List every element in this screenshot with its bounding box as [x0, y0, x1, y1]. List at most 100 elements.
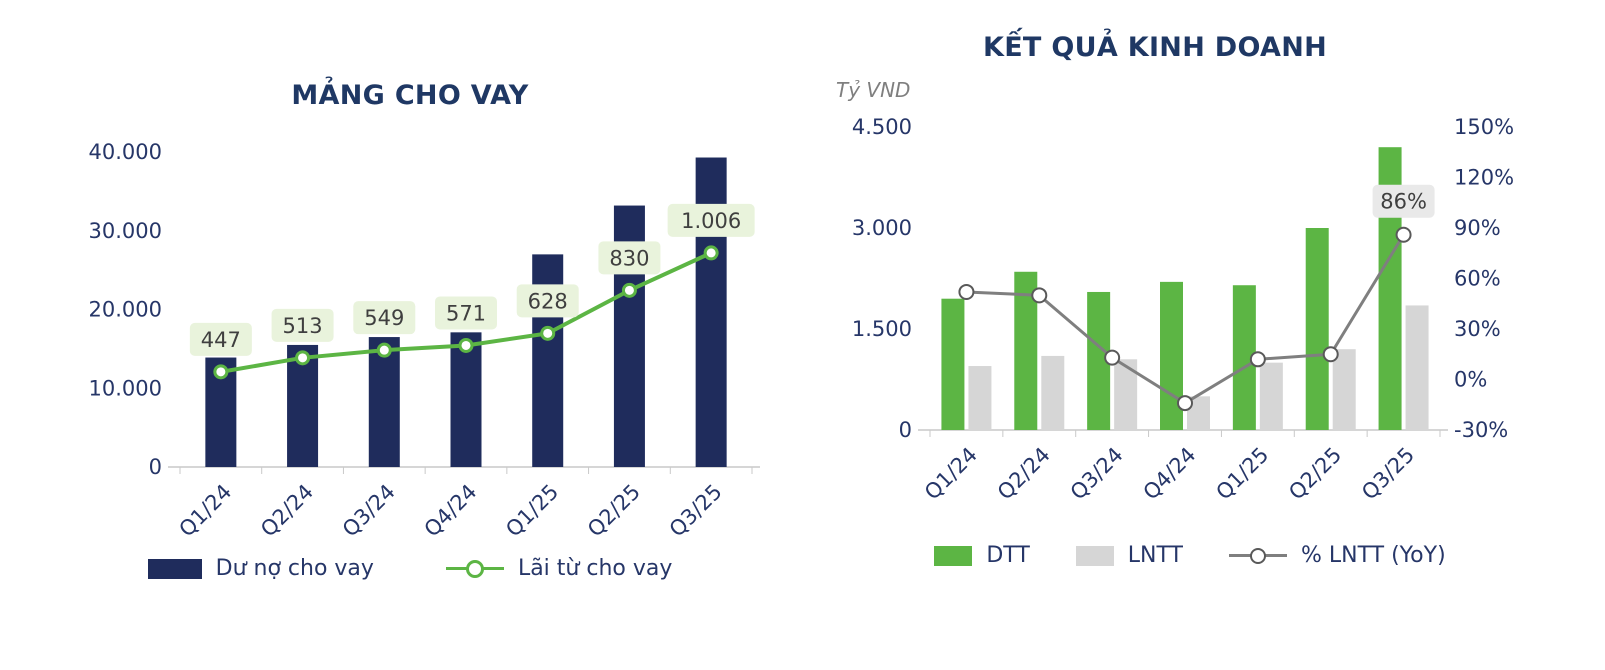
bar-lntt — [1332, 349, 1356, 430]
loan-interest-line-swatch — [445, 559, 504, 579]
axis-unit-label: Tỷ VND — [836, 78, 911, 102]
x-axis-category-label: Q4/24 — [420, 480, 482, 542]
dtt-label: DTT — [986, 543, 1030, 568]
lntt-yoy-label: % LNTT (YoY) — [1300, 543, 1446, 568]
data-label: 571 — [446, 301, 486, 325]
data-label: 628 — [528, 289, 568, 313]
bar-dtt — [1087, 291, 1111, 430]
data-label: 447 — [201, 328, 241, 352]
x-axis-category-label: Q1/25 — [501, 480, 563, 542]
data-label-box — [667, 203, 755, 237]
data-label-box — [189, 322, 252, 356]
y-axis-tick-label: 0 — [149, 455, 162, 479]
data-label-box — [516, 284, 579, 318]
bar-d-n-cho-vay — [450, 332, 482, 467]
x-axis-category-label: Q1/24 — [920, 443, 982, 505]
legend-item-loan-interest: Lãi từ cho vay — [445, 556, 673, 581]
lntt-label: LNTT — [1127, 543, 1183, 568]
line-marker — [376, 342, 392, 358]
data-label-box — [598, 241, 661, 275]
data-label: 86% — [1380, 190, 1427, 214]
x-axis-category-label: Q3/25 — [1357, 443, 1419, 505]
data-label-box — [353, 301, 416, 335]
data-label: 513 — [283, 314, 323, 338]
legend-item-lntt: LNTT — [1075, 543, 1183, 568]
line-marker — [295, 350, 311, 366]
line-marker — [458, 337, 474, 353]
line-marker — [1104, 349, 1121, 366]
y2-axis-tick-label: 120% — [1454, 166, 1514, 190]
y-axis-tick-label: 1.500 — [852, 317, 912, 341]
data-label-box — [271, 308, 334, 342]
line-marker — [1395, 226, 1412, 243]
bar-dtt — [941, 298, 965, 430]
y2-axis-tick-label: 90% — [1454, 216, 1501, 240]
x-axis-category-label: Q3/24 — [338, 480, 400, 542]
y2-axis-tick-label: 60% — [1454, 267, 1501, 291]
line-marker — [1031, 287, 1048, 304]
y-axis-tick-label: 20.000 — [89, 298, 162, 322]
x-axis-category-label: Q3/25 — [665, 480, 727, 542]
x-axis-category-label: Q2/25 — [1284, 443, 1346, 505]
business-results-legend: DTT LNTT % LNTT (YoY) — [820, 543, 1560, 568]
business-results-title: KẾT QUẢ KINH DOANH — [982, 32, 1328, 63]
x-axis-category-label: Q1/25 — [1211, 443, 1273, 505]
dtt-bar-swatch — [934, 545, 973, 566]
data-label-box — [1372, 184, 1435, 218]
loan-chart-title: MẢNG CHO VAY — [291, 80, 529, 111]
y-axis-tick-label: 10.000 — [89, 376, 162, 400]
loan-chart-plot: 0 10.000 20.000 30.000 40.000 447 513 549 571 628… — [89, 140, 760, 542]
y2-axis-tick-label: 0% — [1454, 368, 1487, 392]
loan-interest-label: Lãi từ cho vay — [517, 556, 673, 581]
lntt-yoy-line-swatch — [1228, 546, 1287, 566]
x-axis-category-label: Q1/24 — [174, 480, 236, 542]
bar-lntt — [1259, 362, 1283, 430]
line-marker — [213, 364, 229, 380]
loan-balance-bar-swatch — [147, 558, 202, 579]
line-marker — [958, 283, 975, 300]
bar-dtt — [1014, 271, 1038, 430]
y-axis-tick-label: 40.000 — [89, 140, 162, 164]
bar-lntt — [1405, 305, 1429, 430]
lntt-bar-swatch — [1075, 545, 1114, 566]
x-axis-category-label: Q2/24 — [993, 443, 1055, 505]
x-axis-category-label: Q2/24 — [256, 480, 318, 542]
data-label: 1.006 — [681, 209, 741, 233]
x-axis-category-label: Q3/24 — [1066, 443, 1128, 505]
legend-marker-dot — [465, 559, 484, 578]
data-label-box — [435, 296, 497, 330]
y-axis-tick-label: 30.000 — [89, 219, 162, 243]
loan-chart-legend: Dư nợ cho vay Lãi từ cho vay — [40, 556, 780, 581]
loan-balance-label: Dư nợ cho vay — [215, 556, 374, 581]
x-axis-category-label: Q2/25 — [583, 480, 645, 542]
line-marker — [703, 245, 719, 261]
x-axis-category-label: Q4/24 — [1139, 443, 1201, 505]
data-label: 549 — [364, 306, 404, 330]
y2-axis-tick-label: 30% — [1454, 317, 1501, 341]
bar-dtt — [1160, 281, 1183, 430]
y-axis-tick-label: 0 — [899, 418, 912, 442]
line-marker — [621, 282, 637, 298]
business-results-plot: 0 1.500 3.000 4.500 -30% 0% 30% 60% 90% 120% 150% 8… — [852, 115, 1514, 505]
y2-axis-tick-label: -30% — [1454, 418, 1508, 442]
data-label: 830 — [609, 246, 649, 270]
legend-item-dtt: DTT — [934, 543, 1030, 568]
legend-item-lntt-yoy: % LNTT (YoY) — [1228, 543, 1446, 568]
bar-lntt — [1114, 359, 1138, 430]
bar-dtt — [1305, 228, 1329, 430]
bar-lntt — [1041, 355, 1065, 430]
legend-marker-dot — [1249, 547, 1266, 564]
line-marker — [1322, 346, 1339, 363]
y-axis-tick-label: 3.000 — [852, 216, 912, 240]
line-marker — [1177, 395, 1193, 412]
legend-item-loan-balance: Dư nợ cho vay — [147, 556, 374, 581]
bar-dtt — [1232, 285, 1256, 430]
line-marker — [1249, 351, 1266, 368]
bar-dtt — [1378, 147, 1402, 430]
bar-lntt — [968, 366, 992, 430]
y-axis-tick-label: 4.500 — [852, 115, 912, 139]
bar-d-n-cho-vay — [368, 337, 400, 467]
y2-axis-tick-label: 150% — [1454, 115, 1514, 139]
line-marker — [540, 325, 556, 341]
